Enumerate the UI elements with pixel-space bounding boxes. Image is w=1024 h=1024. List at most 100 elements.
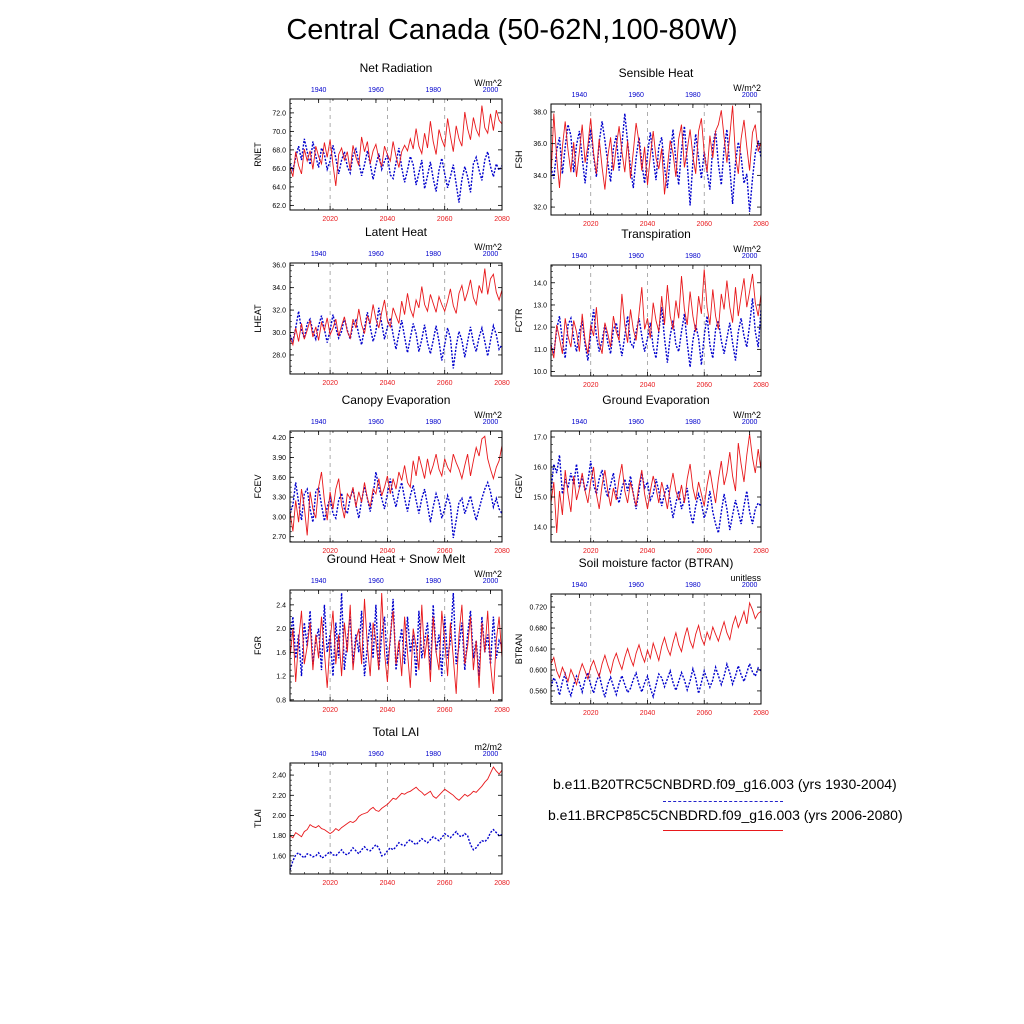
series-future-line (289, 435, 503, 536)
y-tick-label: 14.0 (533, 280, 547, 287)
x-top-tick-label: 1960 (628, 253, 644, 260)
legend-future-label: b.e11.BRCP85C5CNBDRD.f09_g16.003 (yrs 20… (548, 807, 903, 823)
series-future-line (550, 433, 762, 534)
y-tick-label: 4.20 (272, 435, 286, 442)
x-bottom-tick-label: 2080 (753, 710, 769, 717)
x-top-tick-label: 1940 (311, 419, 327, 426)
y-tick-label: 14.0 (533, 525, 547, 532)
panel-fcev: 2.70 3.00 3.30 3.60 3.90 4.20 2020 2040 2060 2080… (253, 393, 510, 555)
plot-frame (550, 430, 762, 543)
x-bottom-tick-label: 2080 (494, 707, 510, 714)
x-top-tick-label: 1980 (685, 253, 701, 260)
x-top-tick-label: 1960 (368, 251, 384, 258)
y-axis-label: FGR (253, 636, 263, 655)
x-bottom-tick-label: 2060 (437, 380, 453, 387)
y-axis-label: RNET (253, 142, 263, 167)
x-bottom-tick-label: 2040 (380, 380, 396, 387)
x-bottom-tick-label: 2080 (753, 221, 769, 228)
y-axis-label: BTRAN (514, 634, 524, 665)
legend-future-line (663, 830, 783, 831)
y-tick-label: 62.0 (272, 203, 286, 210)
panel-units: W/m^2 (474, 410, 502, 420)
panel-units: W/m^2 (474, 242, 502, 252)
series-historical-line (289, 138, 503, 203)
x-top-tick-label: 1960 (628, 419, 644, 426)
x-top-tick-label: 1940 (311, 251, 327, 258)
x-bottom-tick-label: 2080 (753, 382, 769, 389)
panel-fctr: 10.0 11.0 12.0 13.0 14.0 2020 2040 2060 2080 1940… (514, 227, 769, 389)
y-tick-label: 1.80 (272, 833, 286, 840)
x-top-tick-label: 2000 (483, 419, 499, 426)
y-tick-label: 1.2 (276, 674, 286, 681)
y-axis-label: FCEV (253, 474, 263, 498)
y-tick-label: 13.0 (533, 302, 547, 309)
panel-title: Net Radiation (360, 61, 433, 75)
y-tick-label: 1.60 (272, 853, 286, 860)
panel-title: Total LAI (373, 725, 420, 739)
x-top-tick-label: 2000 (742, 419, 758, 426)
series-historical-line (289, 307, 503, 369)
plot-frame (550, 264, 762, 377)
x-top-tick-label: 2000 (483, 751, 499, 758)
y-tick-label: 32.0 (272, 308, 286, 315)
panel-title: Transpiration (621, 227, 691, 241)
panel-units: unitless (730, 573, 761, 583)
series-historical-line (550, 454, 762, 534)
x-bottom-tick-label: 2020 (322, 216, 338, 223)
panel-fsh: 32.0 34.0 36.0 38.0 2020 2040 2060 2080 1940 1960… (514, 66, 769, 228)
panel-title: Ground Evaporation (602, 393, 709, 407)
x-bottom-tick-label: 2020 (583, 710, 599, 717)
x-bottom-tick-label: 2060 (696, 382, 712, 389)
x-top-tick-label: 2000 (742, 92, 758, 99)
x-bottom-tick-label: 2040 (380, 216, 396, 223)
x-bottom-tick-label: 2040 (380, 548, 396, 555)
x-top-tick-label: 1940 (311, 751, 327, 758)
panel-title: Soil moisture factor (BTRAN) (579, 556, 734, 570)
y-tick-label: 3.60 (272, 475, 286, 482)
x-top-tick-label: 1980 (425, 578, 441, 585)
series-future-line (289, 766, 503, 839)
y-tick-label: 0.720 (529, 605, 547, 612)
x-top-tick-label: 1940 (311, 87, 327, 94)
x-top-tick-label: 1940 (311, 578, 327, 585)
x-top-tick-label: 1960 (368, 87, 384, 94)
x-bottom-tick-label: 2060 (437, 880, 453, 887)
x-bottom-tick-label: 2040 (640, 221, 656, 228)
x-top-tick-label: 1940 (572, 419, 588, 426)
y-tick-label: 3.90 (272, 455, 286, 462)
x-top-tick-label: 1980 (425, 751, 441, 758)
x-top-tick-label: 1980 (685, 582, 701, 589)
x-bottom-tick-label: 2060 (696, 710, 712, 717)
panel-tlai: 1.60 1.80 2.00 2.20 2.40 2020 2040 2060 2080 1940… (253, 725, 510, 887)
y-axis-label: FCTR (514, 308, 524, 332)
x-top-tick-label: 1960 (368, 578, 384, 585)
plot-frame (289, 762, 503, 875)
y-tick-label: 2.0 (276, 626, 286, 633)
y-tick-label: 66.0 (272, 166, 286, 173)
x-bottom-tick-label: 2020 (322, 548, 338, 555)
y-tick-label: 2.00 (272, 813, 286, 820)
series-future-line (550, 269, 762, 359)
y-tick-label: 2.40 (272, 773, 286, 780)
y-tick-label: 12.0 (533, 325, 547, 332)
x-top-tick-label: 1940 (572, 92, 588, 99)
x-top-tick-label: 1980 (425, 87, 441, 94)
panel-title: Canopy Evaporation (342, 393, 451, 407)
y-tick-label: 36.0 (533, 141, 547, 148)
y-tick-label: 2.20 (272, 793, 286, 800)
x-bottom-tick-label: 2040 (640, 382, 656, 389)
x-top-tick-label: 2000 (742, 253, 758, 260)
x-top-tick-label: 1960 (368, 751, 384, 758)
figure-title: Central Canada (50-62N,100-80W) (286, 14, 738, 46)
panel-units: m2/m2 (474, 742, 502, 752)
y-tick-label: 0.8 (276, 697, 286, 704)
panel-title: Latent Heat (365, 225, 428, 239)
x-bottom-tick-label: 2080 (494, 548, 510, 555)
x-bottom-tick-label: 2040 (640, 548, 656, 555)
panel-rnet: 62.0 64.0 66.0 68.0 70.0 72.0 2020 2040 2060 2080… (253, 61, 510, 223)
panel-units: W/m^2 (733, 83, 761, 93)
legend-historical-line (663, 801, 783, 802)
y-axis-label: TLAI (253, 809, 263, 828)
x-bottom-tick-label: 2020 (322, 380, 338, 387)
x-top-tick-label: 1980 (685, 92, 701, 99)
